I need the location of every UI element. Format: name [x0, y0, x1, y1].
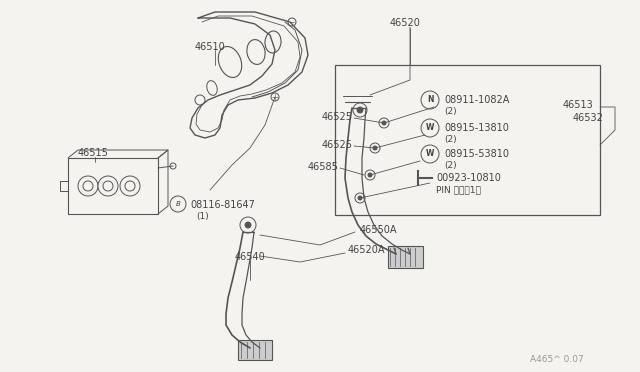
Text: 08915-13810: 08915-13810	[444, 123, 509, 133]
Text: 00923-10810: 00923-10810	[436, 173, 501, 183]
Circle shape	[358, 196, 362, 200]
Circle shape	[382, 121, 386, 125]
Circle shape	[365, 170, 375, 180]
Circle shape	[195, 95, 205, 105]
Circle shape	[245, 222, 251, 228]
Circle shape	[98, 176, 118, 196]
Bar	[388, 246, 423, 268]
Circle shape	[421, 145, 439, 163]
Text: 46513: 46513	[563, 100, 594, 110]
Text: 46515: 46515	[78, 148, 109, 158]
Ellipse shape	[265, 31, 281, 53]
Text: W: W	[426, 150, 434, 158]
Circle shape	[78, 176, 98, 196]
Text: A465^ 0.07: A465^ 0.07	[530, 355, 584, 364]
Circle shape	[170, 163, 176, 169]
Circle shape	[240, 217, 256, 233]
Text: 46520A: 46520A	[348, 245, 385, 255]
Circle shape	[368, 173, 372, 177]
Circle shape	[353, 103, 367, 117]
Circle shape	[83, 181, 93, 191]
Circle shape	[120, 176, 140, 196]
Circle shape	[288, 18, 296, 26]
Ellipse shape	[218, 46, 242, 77]
Circle shape	[355, 193, 365, 203]
Text: (2): (2)	[444, 135, 456, 144]
Text: 46550A: 46550A	[360, 225, 397, 235]
Bar	[238, 340, 272, 360]
Circle shape	[357, 107, 363, 113]
Circle shape	[271, 93, 279, 101]
Circle shape	[125, 181, 135, 191]
Circle shape	[421, 119, 439, 137]
Circle shape	[379, 118, 389, 128]
Circle shape	[421, 91, 439, 109]
Text: B: B	[175, 201, 180, 207]
Text: 46510: 46510	[195, 42, 226, 52]
Text: 08915-53810: 08915-53810	[444, 149, 509, 159]
Ellipse shape	[207, 81, 217, 95]
Text: 08911-1082A: 08911-1082A	[444, 95, 509, 105]
Text: (2): (2)	[444, 107, 456, 116]
Text: PIN ピン（1）: PIN ピン（1）	[436, 185, 481, 194]
Circle shape	[373, 146, 377, 150]
Text: (1): (1)	[196, 212, 209, 221]
Text: 46585: 46585	[308, 162, 339, 172]
Text: 08116-81647: 08116-81647	[190, 200, 255, 210]
Circle shape	[103, 181, 113, 191]
Text: 46525: 46525	[322, 140, 353, 150]
Text: (2): (2)	[444, 161, 456, 170]
Text: N: N	[427, 96, 433, 105]
Text: W: W	[426, 124, 434, 132]
Circle shape	[170, 196, 186, 212]
Bar	[68, 158, 158, 214]
Circle shape	[370, 143, 380, 153]
Bar	[335, 65, 600, 215]
Ellipse shape	[247, 39, 265, 64]
Text: 46520: 46520	[390, 18, 421, 28]
Text: 46540: 46540	[235, 252, 266, 262]
Text: 46525: 46525	[322, 112, 353, 122]
Text: 46532: 46532	[573, 113, 604, 123]
